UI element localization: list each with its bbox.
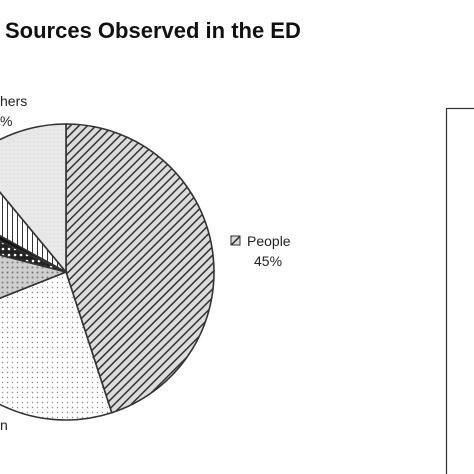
pie-slice-slice-1 (0, 270, 113, 421)
slice-value-others-pct: % (0, 113, 12, 129)
pie-slice-others (0, 123, 67, 275)
slice-label-clipped-bottom: n (0, 417, 8, 433)
slice-value-people: 45% (254, 253, 282, 269)
slice-label-people: People (247, 233, 291, 249)
chart-title: Sources Observed in the ED (5, 18, 301, 43)
pie-slice-slice-2 (0, 254, 69, 299)
slice-label-others: hers (0, 93, 27, 109)
legend-box (445, 107, 474, 474)
pie-slice-people (65, 123, 215, 414)
pie-slices (0, 123, 215, 421)
legend-key-people (230, 235, 241, 246)
